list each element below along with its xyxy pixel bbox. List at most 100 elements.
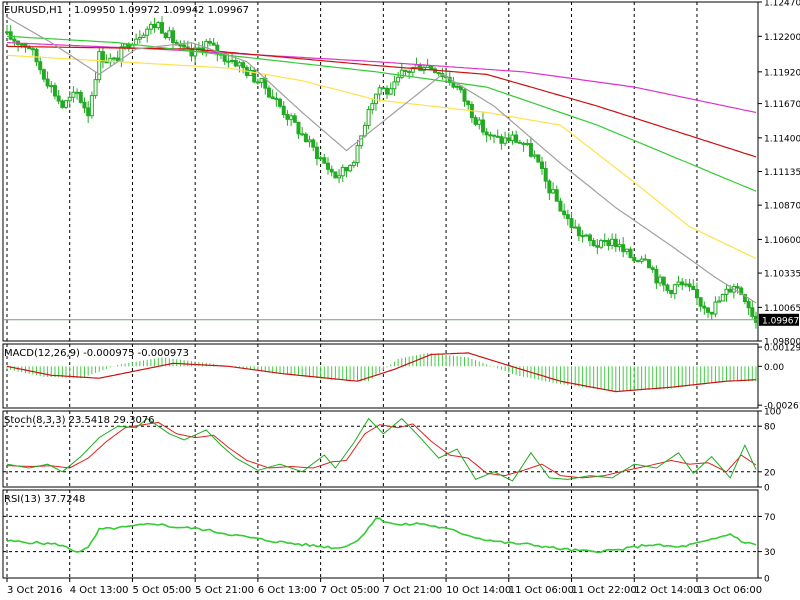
candle bbox=[86, 100, 91, 123]
candle bbox=[370, 99, 375, 115]
candle-body bbox=[326, 162, 330, 170]
candle-body bbox=[492, 134, 497, 137]
candle bbox=[64, 100, 69, 110]
candle bbox=[554, 185, 559, 202]
candle bbox=[691, 279, 696, 291]
candle-body bbox=[580, 235, 585, 238]
candle-body bbox=[100, 51, 105, 63]
candle-body bbox=[750, 307, 755, 317]
candle-body bbox=[414, 64, 419, 69]
candle-body bbox=[687, 283, 692, 288]
moving-average-line bbox=[6, 45, 757, 158]
candle-body bbox=[728, 288, 733, 293]
candle-body bbox=[278, 98, 283, 107]
y-tick-label: 20 bbox=[764, 468, 776, 478]
candle bbox=[683, 278, 688, 288]
candle-body bbox=[318, 157, 323, 160]
candle-body bbox=[292, 115, 297, 123]
candle-body bbox=[27, 46, 32, 50]
candle bbox=[100, 45, 105, 69]
candle bbox=[495, 129, 500, 139]
candle bbox=[414, 57, 419, 69]
candle bbox=[606, 238, 611, 251]
candle-body bbox=[137, 37, 142, 40]
ohlc-readout: 1.09950 1.09972 1.09942 1.09967 bbox=[74, 5, 249, 16]
candle bbox=[52, 82, 57, 100]
candle-body bbox=[632, 257, 637, 262]
candle bbox=[569, 212, 574, 233]
candle-body bbox=[466, 100, 471, 105]
candle-body bbox=[377, 87, 382, 95]
candle bbox=[351, 160, 356, 168]
candle-body bbox=[499, 136, 504, 144]
candle-body bbox=[67, 96, 72, 102]
candle-body bbox=[207, 40, 212, 44]
candle bbox=[584, 233, 589, 237]
candle bbox=[49, 81, 54, 93]
candle bbox=[613, 233, 618, 252]
candle bbox=[270, 89, 275, 100]
candle bbox=[159, 16, 164, 34]
rsi-line bbox=[6, 517, 757, 554]
candle-body bbox=[484, 131, 489, 136]
candle bbox=[337, 169, 342, 184]
candle-body bbox=[540, 161, 544, 170]
candle bbox=[532, 150, 537, 159]
last-price-label: 1.09967 bbox=[762, 316, 799, 326]
candle bbox=[654, 265, 659, 289]
candle bbox=[514, 130, 519, 143]
candle bbox=[45, 71, 50, 89]
candle-body bbox=[658, 276, 663, 284]
x-tick-label: 10 Oct 14:00 bbox=[446, 585, 511, 596]
candle bbox=[565, 209, 570, 226]
candle-body bbox=[337, 175, 342, 179]
candle-body bbox=[38, 61, 43, 71]
candle bbox=[510, 131, 515, 145]
candle-body bbox=[259, 77, 264, 83]
candle-body bbox=[617, 244, 622, 248]
candle bbox=[71, 86, 76, 103]
x-tick-label: 6 Oct 13:00 bbox=[258, 585, 317, 596]
candle-body bbox=[152, 23, 157, 29]
candle bbox=[643, 254, 648, 261]
candle-body bbox=[495, 135, 500, 138]
candle-body bbox=[525, 143, 530, 146]
rsi-label: RSI(13) 37.7248 bbox=[4, 494, 85, 505]
y-tick-label: 1.12200 bbox=[764, 33, 800, 43]
candle-body bbox=[167, 30, 172, 39]
candle-body bbox=[71, 91, 76, 98]
candle bbox=[492, 134, 497, 144]
candle-body bbox=[650, 267, 655, 270]
x-tick-label: 3 Oct 2016 bbox=[7, 585, 62, 596]
candle-body bbox=[248, 69, 253, 76]
x-tick-label: 11 Oct 06:00 bbox=[509, 585, 574, 596]
candle-body bbox=[12, 38, 17, 42]
candle-body bbox=[595, 245, 600, 248]
candle-body bbox=[60, 100, 65, 108]
candle bbox=[211, 38, 216, 46]
candle bbox=[60, 99, 65, 109]
candle bbox=[189, 43, 194, 62]
candle-body bbox=[388, 88, 393, 95]
candle-body bbox=[654, 268, 659, 284]
candle-body bbox=[270, 96, 275, 99]
candle bbox=[41, 68, 46, 83]
candle-body bbox=[333, 171, 338, 179]
candle bbox=[115, 50, 120, 62]
candle bbox=[89, 91, 94, 119]
candle-body bbox=[5, 31, 9, 34]
candle-body bbox=[746, 301, 751, 309]
candle-body bbox=[78, 91, 83, 103]
candle bbox=[82, 97, 87, 114]
candle bbox=[713, 296, 718, 318]
candle-body bbox=[717, 300, 722, 303]
candle-body bbox=[30, 48, 35, 51]
candle-body bbox=[307, 139, 312, 143]
candle bbox=[632, 256, 637, 263]
candle bbox=[230, 52, 235, 64]
candle bbox=[108, 53, 113, 67]
moving-average-line bbox=[6, 42, 757, 114]
candle bbox=[602, 233, 607, 247]
candle-body bbox=[86, 107, 91, 117]
candle bbox=[746, 297, 751, 316]
